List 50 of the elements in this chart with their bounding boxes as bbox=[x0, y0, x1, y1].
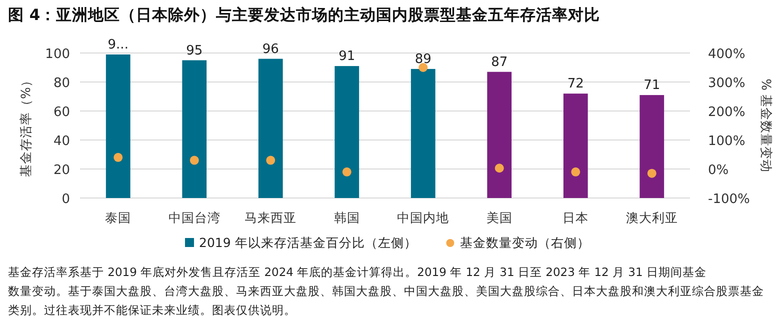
legend-label: 2019 年以来存活基金百分比（左侧） bbox=[199, 235, 417, 250]
bar bbox=[563, 94, 588, 198]
point bbox=[266, 156, 276, 165]
data-label: 96 bbox=[262, 42, 279, 57]
y2-tick-label: 400% bbox=[708, 47, 746, 62]
y2-tick-label: -100% bbox=[708, 192, 750, 207]
data-label: 87 bbox=[491, 54, 508, 70]
point bbox=[190, 156, 199, 165]
bar bbox=[640, 95, 664, 198]
y-axis-title: 基金存活率（%） bbox=[18, 74, 33, 177]
bar bbox=[334, 66, 360, 198]
x-tick-label: 韩国 bbox=[334, 210, 360, 225]
x-tick-label: 泰国 bbox=[105, 210, 132, 225]
data-label: 9... bbox=[108, 37, 128, 52]
x-tick-label: 日本 bbox=[562, 210, 589, 225]
y-tick-label: 0 bbox=[62, 192, 70, 207]
bar bbox=[258, 58, 283, 198]
y2-axis-title: % 基金数量变动 bbox=[759, 78, 774, 172]
y2-tick-label: 300% bbox=[708, 76, 746, 91]
y2-tick-label: 0% bbox=[708, 163, 729, 178]
legend-label: 基金数量变动（右侧） bbox=[460, 235, 590, 250]
bar bbox=[182, 60, 207, 198]
x-tick-label: 中国台湾 bbox=[168, 210, 220, 225]
data-label: 89 bbox=[414, 52, 432, 67]
y2-tick-label: 100% bbox=[708, 134, 746, 149]
point bbox=[342, 167, 352, 176]
point bbox=[418, 63, 428, 72]
data-label: 71 bbox=[644, 78, 660, 94]
point bbox=[494, 164, 504, 173]
point bbox=[571, 167, 580, 176]
y-tick-label: 100 bbox=[45, 47, 70, 62]
y-tick-label: 20 bbox=[53, 163, 70, 178]
point bbox=[647, 168, 656, 178]
y-tick-label: 40 bbox=[53, 134, 70, 149]
x-tick-label: 马来西亚 bbox=[244, 210, 297, 225]
x-tick-label: 中国内地 bbox=[397, 210, 450, 225]
bar bbox=[487, 72, 512, 198]
point bbox=[114, 152, 123, 162]
y-tick-label: 60 bbox=[53, 105, 70, 120]
y-tick-label: 80 bbox=[53, 76, 70, 91]
data-label: 91 bbox=[338, 49, 356, 64]
chart-title: 图 4：亚洲地区（日本除外）与主要发达市场的主动国内股票型基金五年存活率对比 bbox=[8, 5, 600, 24]
bar bbox=[410, 68, 436, 198]
text: 基金存活率系基于 2019 年底对外发售且存活至 2024 年底的基金计算得出。2019 年 12 月 31 日至 2023 年 12 月 31 日期间基金数量变动。基于泰国大盘股、台湾大盘股、马来西亚大盘股、韩国大盘股、中国大盘股、美国大盘股综合、日本大盘股和澳大利亚综合股票基金类别。过往表现并不能保证未来业绩。图表仅供说明。 bbox=[8, 265, 764, 317]
y2-tick-label: 200% bbox=[708, 105, 746, 120]
x-tick-label: 澳大利亚 bbox=[626, 210, 678, 225]
data-label: 72 bbox=[567, 76, 584, 92]
bar bbox=[106, 54, 130, 198]
x-tick-label: 美国 bbox=[486, 210, 512, 225]
data-label: 95 bbox=[186, 43, 203, 58]
